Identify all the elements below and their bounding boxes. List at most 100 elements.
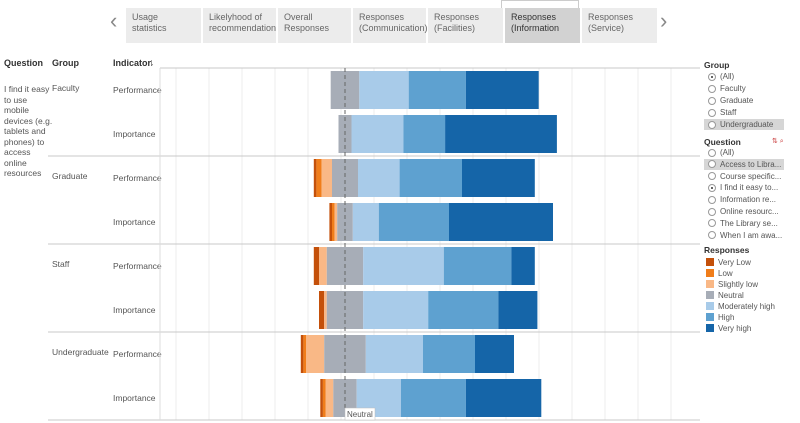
- legend-label: Neutral: [718, 290, 744, 300]
- filter-option[interactable]: (All): [704, 71, 784, 82]
- bar-high[interactable]: [428, 291, 499, 329]
- radio-icon[interactable]: [708, 231, 716, 240]
- bar-very-high[interactable]: [475, 335, 514, 373]
- bar-very-low[interactable]: [313, 247, 319, 285]
- bar-very-high[interactable]: [462, 159, 535, 197]
- bar-low[interactable]: [322, 379, 326, 417]
- bar-slightly-low[interactable]: [325, 379, 334, 417]
- filter-option[interactable]: Graduate: [704, 95, 784, 106]
- tab-4[interactable]: Responses (Facilities): [428, 8, 504, 43]
- bar-very-high[interactable]: [465, 71, 539, 109]
- active-tab-cap: [501, 0, 579, 8]
- indicator-label: Importance: [113, 217, 156, 227]
- bar-very-high[interactable]: [511, 247, 535, 285]
- bar-neutral[interactable]: [324, 335, 366, 373]
- question-label: I find it easy to use mobile devices (e.…: [4, 84, 53, 178]
- radio-icon[interactable]: [708, 195, 716, 204]
- bar-very-high[interactable]: [465, 379, 542, 417]
- bar-very-low[interactable]: [313, 159, 317, 197]
- radio-icon[interactable]: [708, 96, 716, 105]
- bar-very-low[interactable]: [319, 291, 325, 329]
- filter-option-label: Staff: [720, 108, 737, 117]
- filter-option[interactable]: Online resourc...: [704, 206, 784, 217]
- bar-high[interactable]: [399, 159, 462, 197]
- filter-option[interactable]: When I am awa...: [704, 230, 784, 241]
- legend-swatch: [706, 313, 714, 321]
- group-filter-title: Group: [704, 60, 730, 70]
- radio-icon[interactable]: [708, 72, 716, 81]
- tab-3[interactable]: Responses (Communication): [353, 8, 428, 43]
- bar-slightly-low[interactable]: [321, 159, 332, 197]
- bar-moderately-high[interactable]: [365, 335, 423, 373]
- bar-moderately-high[interactable]: [359, 71, 409, 109]
- bar-very-low[interactable]: [320, 379, 323, 417]
- legend-item[interactable]: Low: [706, 268, 733, 278]
- radio-icon[interactable]: [708, 183, 716, 192]
- group-label: Graduate: [52, 171, 88, 181]
- legend-item[interactable]: Very Low: [706, 257, 751, 267]
- tab-2[interactable]: Overall Responses: [278, 8, 352, 43]
- bar-very-low[interactable]: [300, 335, 304, 373]
- bar-low[interactable]: [303, 335, 306, 373]
- filter-option[interactable]: Staff: [704, 107, 784, 118]
- bar-neutral[interactable]: [332, 159, 358, 197]
- bar-high[interactable]: [423, 335, 475, 373]
- bar-moderately-high[interactable]: [351, 115, 404, 153]
- bar-slightly-low[interactable]: [306, 335, 325, 373]
- bar-moderately-high[interactable]: [363, 247, 444, 285]
- sort-icon[interactable]: ⇂: [148, 59, 155, 68]
- bar-moderately-high[interactable]: [358, 159, 400, 197]
- bar-very-high[interactable]: [449, 203, 553, 241]
- tab-1[interactable]: Likelyhood of recommendation: [203, 8, 277, 43]
- bar-very-high[interactable]: [498, 291, 538, 329]
- chevron-left-icon[interactable]: ‹: [110, 8, 118, 33]
- filter-option[interactable]: Faculty: [704, 83, 784, 94]
- bar-slightly-low[interactable]: [334, 203, 338, 241]
- radio-icon[interactable]: [708, 120, 716, 129]
- legend-item[interactable]: High: [706, 312, 734, 322]
- legend-item[interactable]: Moderately high: [706, 301, 775, 311]
- bar-high[interactable]: [400, 379, 466, 417]
- bar-low[interactable]: [316, 159, 322, 197]
- radio-icon[interactable]: [708, 207, 716, 216]
- filter-option[interactable]: The Library se...: [704, 218, 784, 229]
- filter-option[interactable]: Course specific...: [704, 171, 784, 182]
- bar-low[interactable]: [332, 203, 335, 241]
- filter-option-label: The Library se...: [720, 218, 778, 228]
- filter-option[interactable]: Access to Libra...: [704, 158, 784, 170]
- bar-high[interactable]: [378, 203, 449, 241]
- bar-moderately-high[interactable]: [352, 203, 379, 241]
- tab-6[interactable]: Responses (Service): [582, 8, 658, 43]
- question-header: Question: [4, 58, 44, 68]
- radio-icon[interactable]: [708, 108, 716, 117]
- filter-option[interactable]: Information re...: [704, 194, 784, 205]
- bar-slightly-low[interactable]: [324, 291, 327, 329]
- radio-icon[interactable]: [708, 172, 716, 181]
- bar-very-high[interactable]: [445, 115, 557, 153]
- group-label: Staff: [52, 259, 70, 269]
- bar-very-low[interactable]: [329, 203, 332, 241]
- radio-icon[interactable]: [708, 160, 716, 169]
- tab-5[interactable]: Responses (Information: [505, 8, 581, 43]
- radio-icon[interactable]: [708, 148, 716, 157]
- indicator-label: Importance: [113, 393, 156, 403]
- tab-0[interactable]: Usage statistics: [126, 8, 202, 43]
- bar-high[interactable]: [403, 115, 446, 153]
- legend-label: High: [718, 312, 735, 322]
- legend-item[interactable]: Neutral: [706, 290, 744, 300]
- filter-option[interactable]: (All): [704, 147, 784, 158]
- bar-moderately-high[interactable]: [363, 291, 429, 329]
- legend-item[interactable]: Very high: [706, 323, 751, 333]
- filter-clear-icon[interactable]: ⇅ ⌕: [772, 138, 784, 145]
- bar-high[interactable]: [443, 247, 512, 285]
- legend-item[interactable]: Slightly low: [706, 279, 758, 289]
- chevron-right-icon[interactable]: ›: [660, 8, 668, 33]
- filter-option[interactable]: Undergraduate: [704, 119, 784, 130]
- radio-icon[interactable]: [708, 84, 716, 93]
- legend-swatch: [706, 302, 714, 310]
- filter-option-label: Faculty: [720, 84, 746, 93]
- radio-icon[interactable]: [708, 219, 716, 228]
- bar-high[interactable]: [408, 71, 466, 109]
- bar-slightly-low[interactable]: [319, 247, 327, 285]
- filter-option[interactable]: I find it easy to...: [704, 182, 784, 193]
